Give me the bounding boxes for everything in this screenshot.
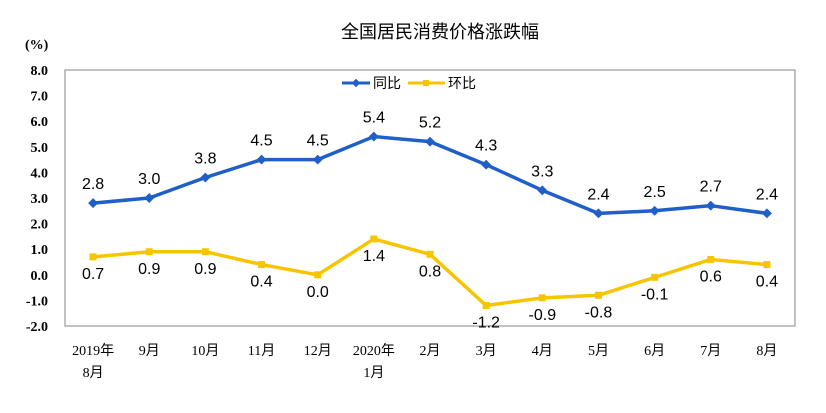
x-tick-label: 6月 [644,343,665,359]
data-point [89,253,97,261]
x-tick-label: 3月 [476,343,497,359]
data-point [425,136,435,147]
y-tick-label: 1.0 [31,243,49,258]
y-tick-label: 7.0 [31,90,49,105]
data-point [312,154,323,165]
data-point [200,172,211,183]
data-point [201,248,209,256]
y-tick-label: 2.0 [31,218,49,233]
y-tick-label: 4.0 [31,166,49,181]
data-point [594,291,602,299]
data-label: 0.6 [700,268,722,285]
series-mom: 0.7 0.9 0.9 0.4 0.0 1.4 0.8 -1.2 -0.9 -0.8 -0.1 0.6… [82,235,778,332]
legend-marker-mom [423,80,429,86]
x-tick-label: 9月 [139,343,160,359]
y-tick-label: 6.0 [31,115,49,130]
x-tick-label: 2020年 [353,343,395,359]
y-axis-unit: (%) [25,38,49,53]
x-tick-label: 8月 [756,343,777,359]
data-point [145,248,153,256]
data-label: 0.0 [307,284,329,301]
data-point [258,261,266,269]
data-label: 5.4 [363,110,385,127]
plot-area [64,69,796,327]
y-tick-label: -2.0 [26,320,48,335]
data-point [537,185,548,196]
data-label: 0.9 [194,261,216,278]
data-label: 0.4 [250,274,272,291]
data-point [761,208,772,219]
data-label: 0.9 [138,261,160,278]
y-tick-label: -1.0 [26,294,48,309]
y-tick-label: 0.0 [31,269,49,284]
data-label: -0.8 [585,304,613,321]
x-tick-label: 2019年 [72,343,114,359]
data-label: 0.7 [82,266,104,283]
data-label: 4.5 [250,133,272,150]
y-tick-label: 8.0 [31,64,49,79]
data-point [705,200,716,211]
data-label: 2.4 [756,186,778,203]
data-point [707,255,715,263]
data-label: 0.8 [419,263,441,280]
legend: 同比 环比 [342,75,476,91]
data-label: 2.5 [643,184,665,201]
legend-marker-yoy [351,78,361,88]
data-label: -1.2 [472,315,500,332]
x-tick-label: 12月 [304,343,332,359]
data-label: 5.2 [419,115,441,132]
data-point [368,131,379,142]
data-point [144,193,155,203]
data-label: 3.0 [138,171,160,188]
data-label: 2.4 [587,186,609,203]
data-label: -0.9 [529,307,557,324]
data-point [256,154,267,165]
x-tick-label: 1月 [363,365,384,381]
data-label: 3.8 [194,151,216,168]
data-point [651,273,659,281]
data-point [482,302,490,310]
data-point [314,271,322,279]
legend-label-yoy: 同比 [373,75,401,91]
data-label: 4.5 [307,133,329,150]
x-tick-label: 4月 [532,343,553,359]
series-line [92,134,768,216]
y-tick-label: 5.0 [31,141,49,156]
series-yoy: 2.8 3.0 3.8 4.5 4.5 5.4 5.2 4.3 3.3 2.4 2.5 2.7 2.4 [82,110,778,219]
legend-label-mom: 环比 [448,75,476,91]
chart-title: 全国居民消费价格涨跌幅 [341,22,539,42]
data-label: 2.8 [82,176,104,193]
data-label: -0.1 [641,286,669,303]
data-label: 3.3 [531,163,553,180]
data-point [88,198,99,209]
data-label: 0.4 [756,274,778,291]
x-tick-label: 5月 [588,343,609,359]
data-point [426,250,434,258]
data-point [370,235,378,243]
data-label: 2.7 [700,179,722,196]
data-point [481,159,492,170]
x-tick-label: 10月 [191,343,219,359]
x-tick-label: 2月 [420,343,441,359]
data-point [593,208,604,219]
y-tick-label: 3.0 [31,192,49,207]
x-tick-label: 8月 [83,365,104,381]
data-point [538,294,546,302]
data-point [649,205,660,216]
data-label: 1.4 [363,248,385,265]
x-tick-label: 7月 [700,343,721,359]
data-point [763,261,771,269]
x-tick-label: 11月 [248,343,275,359]
data-label: 4.3 [475,138,497,155]
